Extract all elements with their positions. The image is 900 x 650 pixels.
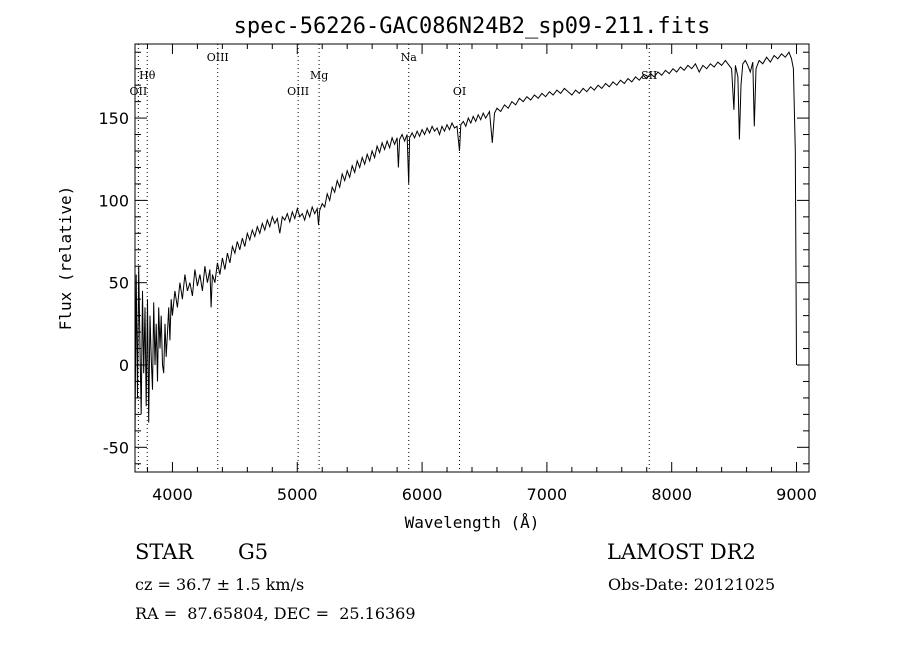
object-subclass: G5: [238, 540, 269, 564]
x-tick-label: 9000: [776, 485, 817, 504]
y-tick-label: 100: [98, 191, 129, 210]
spectrum-line: [134, 51, 797, 440]
line-label-3: OIII: [287, 85, 309, 98]
line-label-0: OII: [130, 85, 148, 98]
survey-name: LAMOST DR2: [607, 540, 756, 564]
line-label-5: Na: [401, 51, 418, 64]
chart-title: spec-56226-GAC086N24B2_sp09-211.fits: [234, 14, 711, 39]
sky-coordinates: RA = 87.65804, DEC = 25.16369: [135, 604, 416, 623]
x-tick-label: 6000: [402, 485, 443, 504]
x-tick-label: 8000: [651, 485, 692, 504]
observation-date: Obs-Date: 20121025: [608, 575, 776, 594]
plot-frame: [134, 43, 810, 473]
y-tick-label: -50: [103, 438, 129, 457]
y-tick-label: 50: [109, 274, 129, 293]
redshift-velocity: cz = 36.7 ± 1.5 km/s: [135, 575, 305, 594]
y-axis-label: Flux (relative): [56, 186, 75, 331]
line-label-2: OIII: [207, 51, 229, 64]
line-label-1: Hθ: [139, 69, 156, 82]
x-tick-label: 4000: [152, 485, 193, 504]
line-label-6: OI: [453, 85, 466, 98]
y-tick-label: 0: [119, 356, 129, 375]
x-tick-label: 5000: [277, 485, 318, 504]
object-class: STAR: [135, 540, 194, 564]
x-tick-label: 7000: [527, 485, 568, 504]
y-tick-label: 150: [98, 109, 129, 128]
line-label-4: Mg: [310, 69, 328, 82]
x-axis-label: Wavelength (Å): [405, 513, 540, 532]
